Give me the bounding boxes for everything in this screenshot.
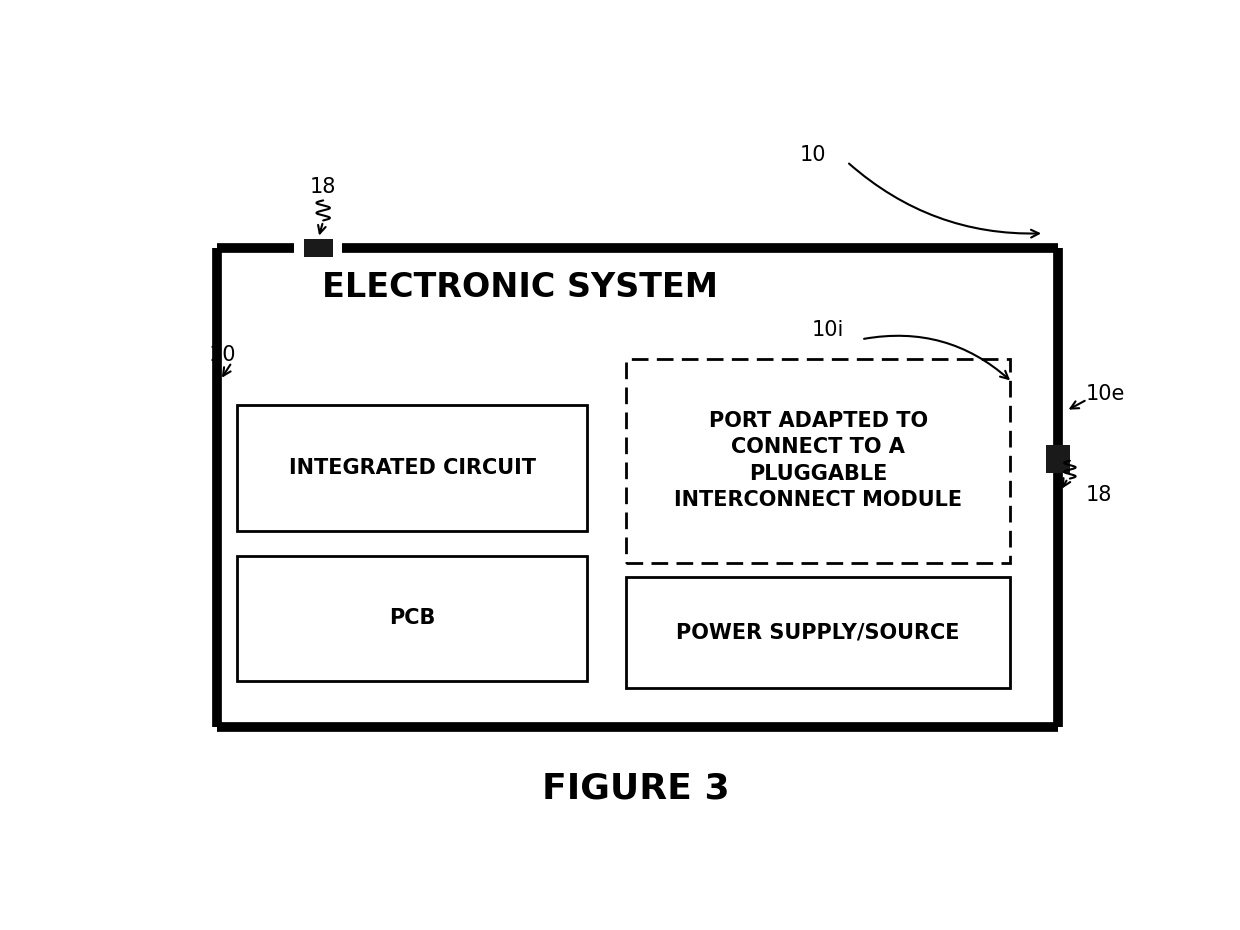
Text: 10e: 10e (1085, 384, 1125, 405)
Text: INTEGRATED CIRCUIT: INTEGRATED CIRCUIT (289, 458, 536, 478)
Text: 18: 18 (310, 177, 336, 197)
Text: PCB: PCB (389, 608, 435, 629)
Bar (237, 405, 588, 530)
Text: PORT ADAPTED TO
CONNECT TO A
PLUGGABLE
INTERCONNECT MODULE: PORT ADAPTED TO CONNECT TO A PLUGGABLE I… (675, 411, 962, 511)
Text: 10: 10 (800, 144, 827, 165)
Text: ELECTRONIC SYSTEM: ELECTRONIC SYSTEM (322, 271, 718, 303)
Text: POWER SUPPLY/SOURCE: POWER SUPPLY/SOURCE (676, 622, 960, 643)
Text: 18: 18 (1085, 485, 1111, 505)
Text: FIGURE 3: FIGURE 3 (542, 771, 729, 805)
Text: 10i: 10i (811, 320, 844, 340)
Bar (1047, 445, 1070, 472)
Bar (626, 577, 1011, 688)
Bar (237, 555, 588, 681)
Bar (626, 359, 1011, 563)
Bar (304, 239, 332, 257)
Text: 20: 20 (210, 345, 236, 365)
